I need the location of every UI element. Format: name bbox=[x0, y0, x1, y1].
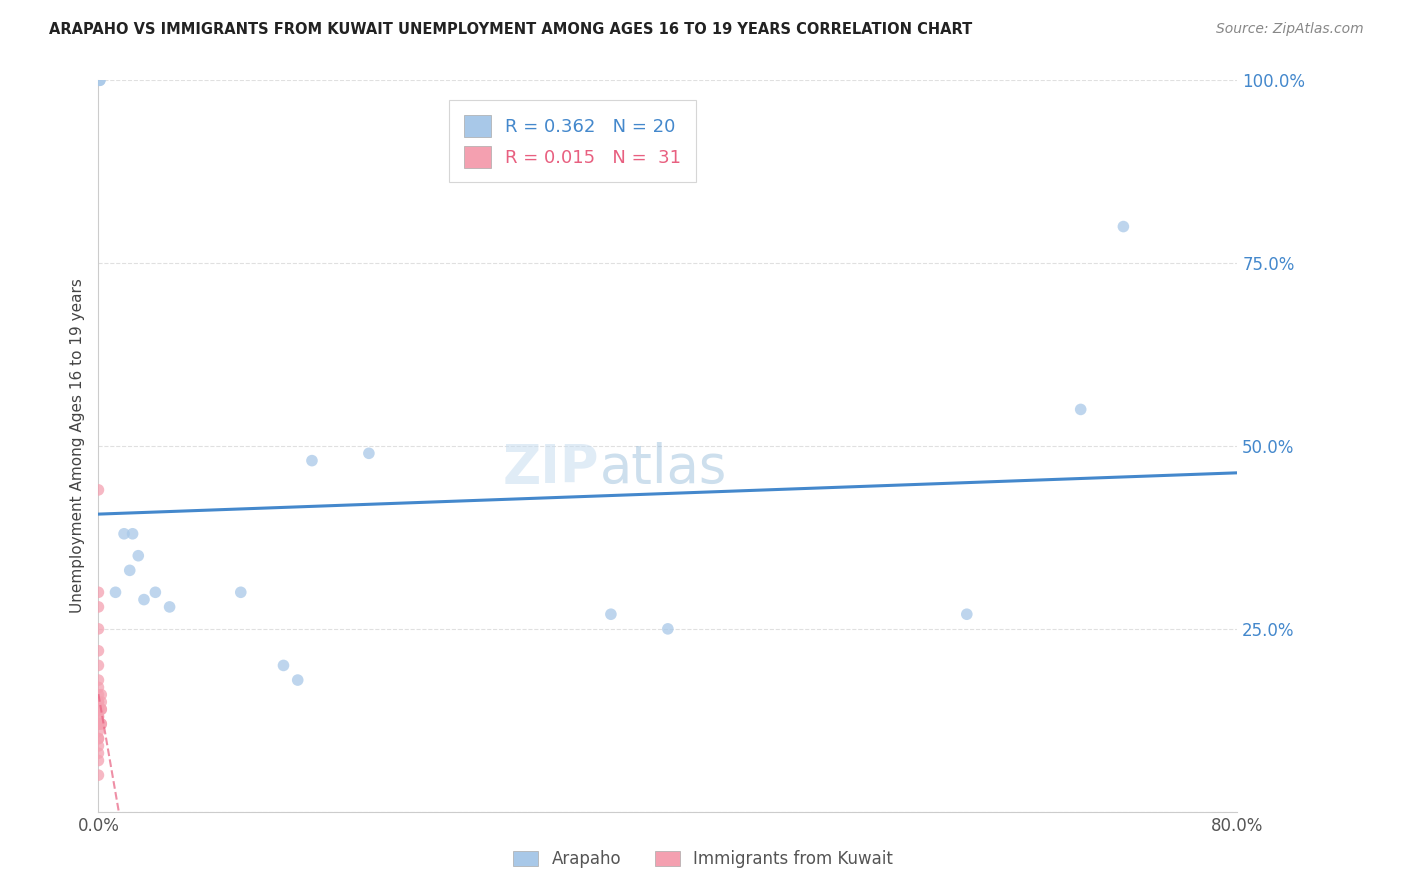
Point bbox=[90, 688, 112, 702]
Point bbox=[90, 702, 112, 716]
Point bbox=[87, 709, 110, 723]
Point bbox=[87, 695, 110, 709]
Point bbox=[112, 526, 135, 541]
Point bbox=[159, 599, 181, 614]
Point bbox=[145, 585, 167, 599]
Legend: R = 0.362   N = 20, R = 0.015   N =  31: R = 0.362 N = 20, R = 0.015 N = 31 bbox=[449, 100, 696, 182]
Point bbox=[132, 592, 155, 607]
Point bbox=[87, 658, 110, 673]
Point bbox=[87, 731, 110, 746]
Text: Source: ZipAtlas.com: Source: ZipAtlas.com bbox=[1216, 22, 1364, 37]
Legend: Arapaho, Immigrants from Kuwait: Arapaho, Immigrants from Kuwait bbox=[506, 844, 900, 875]
Point bbox=[90, 702, 112, 716]
Point bbox=[357, 446, 380, 460]
Point bbox=[87, 702, 110, 716]
Point bbox=[87, 702, 110, 716]
Point bbox=[87, 695, 110, 709]
Point bbox=[87, 717, 110, 731]
Text: atlas: atlas bbox=[599, 442, 727, 494]
Point bbox=[121, 526, 143, 541]
Point bbox=[657, 622, 679, 636]
Point bbox=[87, 622, 110, 636]
Point bbox=[87, 483, 110, 497]
Point bbox=[89, 73, 111, 87]
Point bbox=[87, 709, 110, 723]
Point bbox=[118, 563, 141, 577]
Point bbox=[87, 599, 110, 614]
Point bbox=[90, 717, 112, 731]
Point bbox=[956, 607, 979, 622]
Point bbox=[89, 73, 111, 87]
Point bbox=[287, 673, 309, 687]
Point bbox=[600, 607, 623, 622]
Point bbox=[87, 681, 110, 695]
Text: ZIP: ZIP bbox=[503, 442, 599, 494]
Point bbox=[87, 717, 110, 731]
Point bbox=[87, 673, 110, 687]
Point bbox=[127, 549, 149, 563]
Point bbox=[104, 585, 127, 599]
Point bbox=[1070, 402, 1092, 417]
Point bbox=[87, 644, 110, 658]
Point bbox=[87, 724, 110, 739]
Point bbox=[87, 702, 110, 716]
Point bbox=[87, 746, 110, 760]
Point bbox=[273, 658, 295, 673]
Point bbox=[87, 688, 110, 702]
Point bbox=[87, 731, 110, 746]
Point bbox=[87, 768, 110, 782]
Point bbox=[87, 585, 110, 599]
Text: ARAPAHO VS IMMIGRANTS FROM KUWAIT UNEMPLOYMENT AMONG AGES 16 TO 19 YEARS CORRELA: ARAPAHO VS IMMIGRANTS FROM KUWAIT UNEMPL… bbox=[49, 22, 973, 37]
Point bbox=[90, 695, 112, 709]
Point bbox=[301, 453, 323, 467]
Point bbox=[90, 717, 112, 731]
Point bbox=[87, 754, 110, 768]
Y-axis label: Unemployment Among Ages 16 to 19 years: Unemployment Among Ages 16 to 19 years bbox=[69, 278, 84, 614]
Point bbox=[1112, 219, 1135, 234]
Point bbox=[87, 739, 110, 753]
Point bbox=[229, 585, 252, 599]
